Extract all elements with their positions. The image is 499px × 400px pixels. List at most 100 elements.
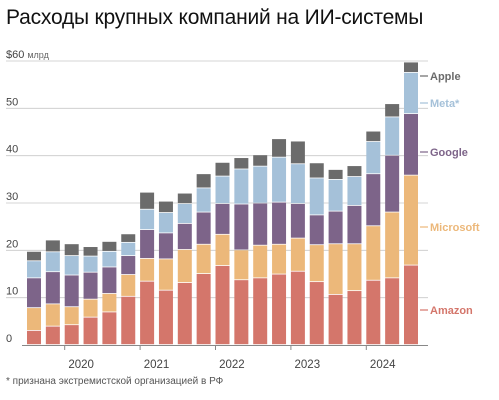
bar-google-2024Q1 bbox=[366, 174, 381, 226]
bar-amazon-2019Q3 bbox=[27, 330, 41, 345]
bar-apple-2024Q1 bbox=[366, 131, 381, 142]
bar-microsoft-2022Q2 bbox=[234, 250, 249, 280]
bar-meta-2020Q2 bbox=[83, 256, 98, 272]
bar-apple-2022Q4 bbox=[272, 139, 287, 157]
bar-google-2021Q1 bbox=[140, 229, 155, 259]
bar-apple-2022Q2 bbox=[234, 158, 249, 169]
legend-label-microsoft: Microsoft bbox=[430, 222, 480, 234]
bar-google-2022Q1 bbox=[215, 203, 230, 234]
bar-microsoft-2019Q3 bbox=[27, 308, 41, 330]
bar-google-2021Q3 bbox=[177, 223, 192, 250]
bar-google-2021Q4 bbox=[196, 212, 211, 244]
bar-apple-2024Q3 bbox=[404, 62, 418, 73]
bar-google-2023Q2 bbox=[309, 215, 324, 245]
bar-meta-2021Q1 bbox=[140, 209, 155, 230]
bar-amazon-2022Q1 bbox=[215, 265, 230, 345]
bar-apple-2023Q3 bbox=[328, 169, 343, 180]
bar-microsoft-2021Q3 bbox=[177, 249, 192, 283]
bar-apple-2022Q1 bbox=[215, 162, 230, 176]
bar-microsoft-2019Q4 bbox=[45, 304, 60, 326]
bar-amazon-2021Q1 bbox=[140, 281, 155, 345]
bar-amazon-2023Q1 bbox=[290, 271, 305, 345]
y-tick-labels: $60 млрд 50 40 30 20 10 0 bbox=[6, 49, 50, 345]
series-legend: Apple Meta* Google Microsoft Amazon bbox=[420, 71, 480, 317]
bar-amazon-2020Q4 bbox=[121, 296, 136, 345]
bar-apple-2020Q2 bbox=[83, 247, 98, 256]
legend-label-apple: Apple bbox=[430, 71, 461, 83]
bar-microsoft-2023Q2 bbox=[309, 245, 324, 282]
bar-microsoft-2024Q2 bbox=[385, 212, 400, 278]
bar-meta-2019Q3 bbox=[27, 261, 41, 278]
bar-google-2023Q4 bbox=[347, 205, 362, 244]
bar-apple-2021Q2 bbox=[158, 201, 173, 213]
bar-amazon-2022Q4 bbox=[272, 274, 287, 345]
bar-google-2019Q4 bbox=[45, 272, 60, 304]
bar-meta-2024Q1 bbox=[366, 141, 381, 174]
bar-apple-2020Q4 bbox=[121, 234, 136, 242]
bar-apple-2020Q1 bbox=[64, 244, 79, 256]
bar-meta-2024Q2 bbox=[385, 117, 400, 155]
legend-label-amazon: Amazon bbox=[430, 305, 473, 317]
bar-google-2023Q3 bbox=[328, 211, 343, 244]
bar-amazon-2020Q3 bbox=[102, 312, 117, 345]
bar-google-2019Q3 bbox=[27, 278, 41, 308]
y-tick-label: 30 bbox=[6, 191, 18, 203]
y-tick-label: 40 bbox=[6, 144, 18, 156]
y-tick-unit: млрд bbox=[27, 50, 49, 60]
bar-amazon-2024Q1 bbox=[366, 280, 381, 345]
x-tick-label-2024: 2024 bbox=[370, 359, 396, 371]
x-tick-label-2020: 2020 bbox=[68, 359, 94, 371]
bar-apple-2022Q3 bbox=[253, 155, 268, 166]
bar-microsoft-2021Q1 bbox=[140, 258, 155, 281]
bar-meta-2024Q3 bbox=[404, 72, 418, 114]
legend-label-google: Google bbox=[430, 147, 468, 159]
bar-microsoft-2020Q4 bbox=[121, 274, 136, 296]
bar-stacks bbox=[27, 62, 418, 345]
bar-microsoft-2020Q3 bbox=[102, 293, 117, 312]
bar-google-2022Q3 bbox=[253, 203, 268, 245]
bar-apple-2019Q3 bbox=[27, 251, 41, 261]
y-tick-label: $60 млрд bbox=[6, 49, 50, 61]
x-tick-label-2022: 2022 bbox=[219, 359, 245, 371]
y-tick-label: 50 bbox=[6, 96, 18, 108]
bar-meta-2022Q2 bbox=[234, 169, 249, 204]
bar-meta-2022Q3 bbox=[253, 166, 268, 203]
bar-microsoft-2022Q4 bbox=[272, 244, 287, 274]
bar-microsoft-2024Q3 bbox=[404, 175, 418, 265]
bar-amazon-2024Q2 bbox=[385, 278, 400, 345]
bar-microsoft-2020Q1 bbox=[64, 307, 79, 325]
bar-google-2020Q1 bbox=[64, 275, 79, 307]
bar-meta-2023Q1 bbox=[290, 164, 305, 204]
bar-microsoft-2024Q1 bbox=[366, 226, 381, 280]
bar-apple-2023Q1 bbox=[290, 141, 305, 164]
bar-amazon-2022Q3 bbox=[253, 278, 268, 345]
bar-google-2021Q2 bbox=[158, 233, 173, 259]
bar-meta-2022Q1 bbox=[215, 176, 230, 204]
bar-meta-2020Q4 bbox=[121, 242, 136, 256]
x-tick-label-2023: 2023 bbox=[295, 359, 321, 371]
bar-amazon-2021Q3 bbox=[177, 282, 192, 345]
bar-amazon-2019Q4 bbox=[45, 326, 60, 345]
y-tick-label: 10 bbox=[6, 286, 18, 298]
y-tick-label: 20 bbox=[6, 238, 18, 250]
bar-amazon-2023Q4 bbox=[347, 291, 362, 345]
page-title: Расходы крупных компаний на ИИ-системы bbox=[6, 6, 424, 29]
bar-apple-2021Q1 bbox=[140, 192, 155, 209]
bar-amazon-2020Q1 bbox=[64, 325, 79, 345]
bar-meta-2019Q4 bbox=[45, 252, 60, 272]
bar-google-2020Q2 bbox=[83, 272, 98, 299]
bar-microsoft-2023Q4 bbox=[347, 244, 362, 291]
bar-meta-2023Q2 bbox=[309, 178, 324, 215]
bar-apple-2021Q3 bbox=[177, 193, 192, 204]
bar-microsoft-2021Q4 bbox=[196, 244, 211, 274]
bar-amazon-2024Q3 bbox=[404, 265, 418, 345]
bar-amazon-2021Q4 bbox=[196, 274, 211, 345]
bar-microsoft-2023Q1 bbox=[290, 238, 305, 271]
bar-meta-2021Q2 bbox=[158, 212, 173, 233]
bar-meta-2020Q1 bbox=[64, 256, 79, 275]
bar-amazon-2023Q3 bbox=[328, 294, 343, 345]
bar-apple-2020Q3 bbox=[102, 241, 117, 251]
bar-google-2020Q3 bbox=[102, 267, 117, 294]
bar-amazon-2020Q2 bbox=[83, 317, 98, 345]
